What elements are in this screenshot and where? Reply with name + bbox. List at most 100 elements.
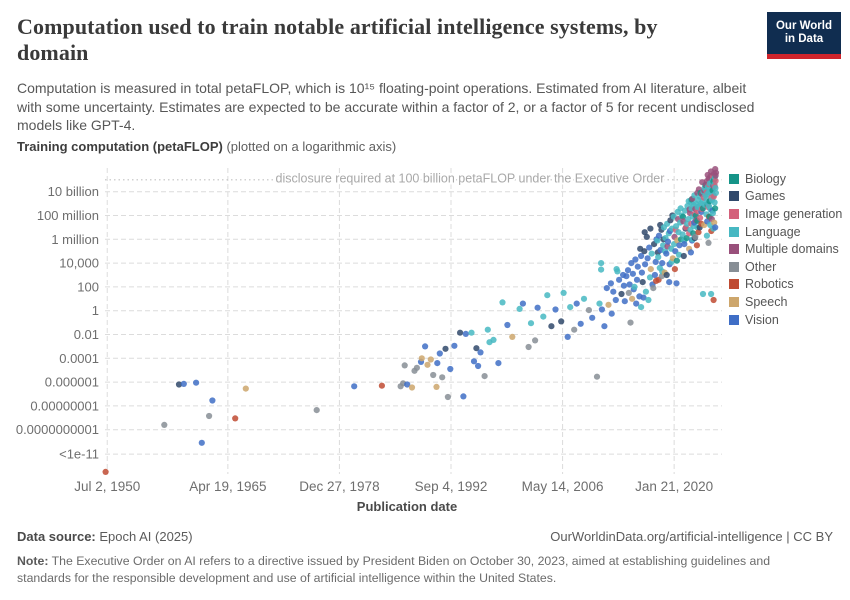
data-point[interactable] — [516, 305, 523, 312]
data-point[interactable] — [504, 321, 511, 329]
license-link[interactable]: OurWorldinData.org/artificial-intelligen… — [550, 529, 833, 544]
data-point[interactable] — [573, 300, 580, 307]
data-point[interactable] — [404, 381, 411, 388]
data-point[interactable] — [646, 274, 654, 281]
data-point[interactable] — [580, 295, 588, 302]
data-point[interactable] — [209, 397, 216, 404]
data-point[interactable] — [567, 304, 574, 311]
data-point[interactable] — [626, 281, 633, 288]
data-point[interactable] — [638, 269, 646, 276]
data-point[interactable] — [544, 292, 551, 299]
data-point[interactable] — [638, 304, 645, 311]
legend-item-image-generation[interactable]: Image generation — [729, 205, 842, 223]
legend-item-games[interactable]: Games — [729, 188, 842, 206]
data-point[interactable] — [206, 412, 213, 420]
data-point[interactable] — [351, 383, 358, 390]
data-point[interactable] — [532, 337, 539, 344]
data-point[interactable] — [418, 355, 425, 362]
data-point[interactable] — [666, 279, 673, 286]
data-point[interactable] — [676, 242, 683, 249]
data-point[interactable] — [408, 384, 416, 391]
data-point[interactable] — [647, 225, 654, 232]
data-point[interactable] — [596, 300, 603, 307]
data-point[interactable] — [560, 289, 567, 296]
data-point[interactable] — [102, 468, 109, 475]
data-point[interactable] — [641, 248, 648, 255]
data-point[interactable] — [468, 329, 475, 336]
data-point[interactable] — [671, 266, 679, 273]
data-point[interactable] — [654, 237, 661, 244]
data-point[interactable] — [641, 229, 648, 236]
data-point[interactable] — [161, 421, 168, 428]
data-point[interactable] — [712, 205, 719, 212]
data-point[interactable] — [484, 326, 491, 333]
data-point[interactable] — [618, 290, 625, 298]
data-point[interactable] — [683, 235, 690, 242]
data-point[interactable] — [629, 295, 636, 302]
legend-item-biology[interactable]: Biology — [729, 170, 842, 188]
data-point[interactable] — [378, 382, 385, 389]
data-point[interactable] — [679, 231, 686, 238]
data-point[interactable] — [697, 214, 704, 221]
legend-item-vision[interactable]: Vision — [729, 311, 842, 329]
data-point[interactable] — [444, 393, 451, 401]
data-point[interactable] — [711, 219, 718, 226]
data-point[interactable] — [692, 233, 699, 240]
data-point[interactable] — [642, 288, 650, 295]
data-point[interactable] — [693, 242, 701, 249]
legend-item-speech[interactable]: Speech — [729, 293, 842, 311]
data-point[interactable] — [705, 239, 712, 246]
data-point[interactable] — [462, 330, 469, 337]
data-point[interactable] — [620, 282, 628, 289]
data-point[interactable] — [673, 223, 680, 230]
data-point[interactable] — [175, 381, 183, 388]
data-point[interactable] — [664, 238, 672, 245]
data-point[interactable] — [193, 379, 200, 386]
data-point[interactable] — [710, 296, 717, 304]
data-point[interactable] — [540, 313, 547, 320]
data-point[interactable] — [495, 360, 502, 367]
data-point[interactable] — [647, 266, 654, 273]
data-point[interactable] — [712, 177, 719, 185]
data-point[interactable] — [687, 249, 695, 256]
data-point[interactable] — [648, 250, 655, 257]
data-point[interactable] — [642, 261, 649, 268]
data-point[interactable] — [593, 373, 601, 380]
data-point[interactable] — [475, 362, 482, 370]
data-point[interactable] — [612, 296, 619, 304]
data-point[interactable] — [447, 365, 454, 373]
data-point[interactable] — [675, 251, 683, 258]
data-point[interactable] — [712, 169, 720, 176]
data-point[interactable] — [470, 358, 478, 365]
data-point[interactable] — [499, 299, 506, 306]
data-point[interactable] — [632, 256, 639, 263]
data-point[interactable] — [633, 300, 640, 307]
legend-item-multiple-domains[interactable]: Multiple domains — [729, 240, 842, 258]
data-point[interactable] — [589, 314, 596, 321]
data-point[interactable] — [457, 329, 464, 336]
data-point[interactable] — [451, 342, 458, 349]
data-point[interactable] — [631, 283, 638, 290]
data-point[interactable] — [712, 185, 719, 192]
data-point[interactable] — [598, 266, 605, 273]
data-point[interactable] — [424, 361, 431, 368]
data-point[interactable] — [548, 323, 555, 330]
data-point[interactable] — [601, 323, 608, 330]
data-point[interactable] — [490, 336, 497, 343]
owid-logo[interactable]: Our World in Data — [767, 12, 841, 59]
data-point[interactable] — [627, 319, 634, 326]
data-point[interactable] — [659, 260, 666, 267]
data-point[interactable] — [610, 288, 617, 295]
data-point[interactable] — [525, 343, 532, 351]
data-point[interactable] — [624, 267, 632, 274]
data-point[interactable] — [643, 233, 650, 240]
data-point[interactable] — [645, 296, 652, 304]
data-point[interactable] — [629, 270, 637, 277]
data-point[interactable] — [623, 273, 630, 280]
data-point[interactable] — [652, 258, 659, 265]
legend-item-robotics[interactable]: Robotics — [729, 276, 842, 294]
data-point[interactable] — [564, 333, 571, 340]
legend-item-language[interactable]: Language — [729, 223, 842, 241]
data-point[interactable] — [433, 383, 440, 390]
data-point[interactable] — [699, 290, 707, 298]
